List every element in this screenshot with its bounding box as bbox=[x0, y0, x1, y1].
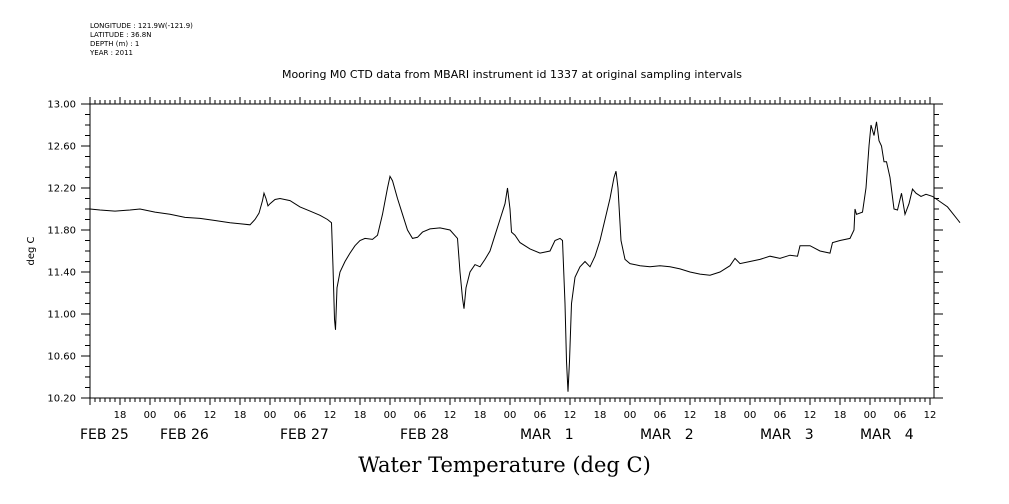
year-text: YEAR : 2011 bbox=[90, 49, 133, 57]
x-tick-label: 06 bbox=[534, 410, 547, 421]
latitude-text: LATITUDE : 36.8N bbox=[90, 31, 152, 39]
x-tick-label: 06 bbox=[294, 410, 307, 421]
x-tick-label: 00 bbox=[144, 410, 157, 421]
x-tick-label: 00 bbox=[624, 410, 637, 421]
x-tick-label: 18 bbox=[474, 410, 487, 421]
y-tick-label: 11.00 bbox=[47, 310, 76, 321]
y-tick-label: 13.00 bbox=[47, 100, 76, 111]
x-date-label: FEB 26 bbox=[160, 427, 209, 443]
y-tick-label: 11.80 bbox=[47, 226, 76, 237]
x-tick-label: 12 bbox=[444, 410, 457, 421]
y-tick-label: 10.20 bbox=[47, 394, 76, 405]
x-tick-label: 06 bbox=[774, 410, 787, 421]
y-axis: 13.00 12.60 12.20 11.80 11.40 11.00 10.60 10.20 bbox=[47, 100, 943, 405]
x-axis: 18 00 06 12 18 00 06 12 18 00 06 12 18 00 06 12 18 00 06 12… bbox=[80, 97, 936, 443]
x-date-label: MAR 1 bbox=[520, 427, 574, 443]
x-tick-label: 06 bbox=[414, 410, 427, 421]
x-tick-label: 18 bbox=[594, 410, 607, 421]
x-tick-label: 00 bbox=[264, 410, 277, 421]
x-tick-label: 12 bbox=[804, 410, 817, 421]
x-tick-label: 18 bbox=[234, 410, 247, 421]
x-date-label: FEB 28 bbox=[400, 427, 449, 443]
series-line bbox=[89, 121, 961, 392]
y-tick-label: 12.20 bbox=[47, 184, 76, 195]
x-tick-label: 18 bbox=[114, 410, 127, 421]
x-tick-label: 00 bbox=[744, 410, 757, 421]
y-tick-label: 12.60 bbox=[47, 142, 76, 153]
y-tick-label: 10.60 bbox=[47, 352, 76, 363]
x-tick-label: 12 bbox=[204, 410, 217, 421]
x-tick-label: 12 bbox=[924, 410, 937, 421]
x-tick-label: 12 bbox=[564, 410, 577, 421]
x-date-label: FEB 25 bbox=[80, 427, 129, 443]
x-tick-label: 12 bbox=[324, 410, 337, 421]
x-tick-label: 06 bbox=[894, 410, 907, 421]
x-date-label: FEB 27 bbox=[280, 427, 329, 443]
y-tick-label: 11.40 bbox=[47, 268, 76, 279]
x-tick-label: 00 bbox=[384, 410, 397, 421]
x-date-label: MAR 2 bbox=[640, 427, 694, 443]
x-tick-label: 00 bbox=[864, 410, 877, 421]
x-tick-label: 06 bbox=[654, 410, 667, 421]
plot-frame bbox=[89, 103, 935, 399]
depth-text: DEPTH (m) : 1 bbox=[90, 40, 140, 48]
x-tick-label: 18 bbox=[354, 410, 367, 421]
x-tick-label: 12 bbox=[684, 410, 697, 421]
x-tick-label: 06 bbox=[174, 410, 187, 421]
x-tick-label: 00 bbox=[504, 410, 517, 421]
x-date-label: MAR 4 bbox=[860, 427, 914, 443]
y-axis-label: deg C bbox=[26, 236, 37, 265]
x-date-label: MAR 3 bbox=[760, 427, 814, 443]
chart-title: Mooring M0 CTD data from MBARI instrumen… bbox=[281, 68, 743, 81]
location-info: LONGITUDE : 121.9W(-121.9) LATITUDE : 36… bbox=[90, 22, 193, 58]
x-tick-label: 18 bbox=[834, 410, 847, 421]
x-tick-label: 18 bbox=[714, 410, 727, 421]
longitude-text: LONGITUDE : 121.9W(-121.9) bbox=[90, 22, 193, 30]
chart-footer-title: Water Temperature (deg C) bbox=[358, 453, 651, 477]
